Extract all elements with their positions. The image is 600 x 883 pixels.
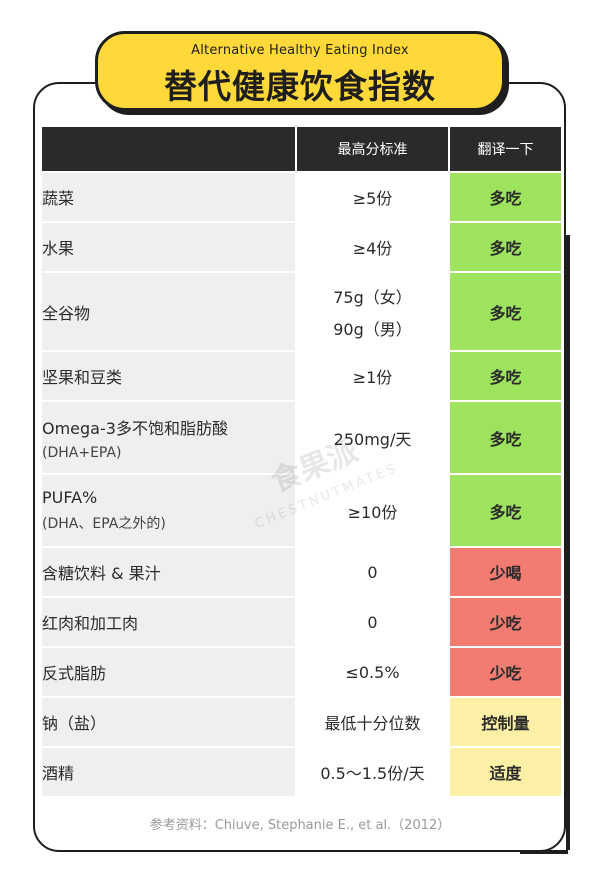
food-subnote: (DHA+EPA) [42, 444, 122, 461]
food-name: 钠（盐） [42, 714, 107, 733]
title-badge: Alternative Healthy Eating Index 替代健康饮食指… [95, 31, 505, 111]
verdict-badge: 多吃 [448, 350, 563, 402]
standard-value: ≥5份 [352, 189, 393, 208]
standard-value: 0 [367, 612, 378, 632]
title-english: Alternative Healthy Eating Index [191, 43, 409, 58]
table-header-row: 最高分标准 翻译一下 [40, 125, 563, 173]
standard-value: 75g（女） [333, 287, 412, 307]
verdict-badge: 控制量 [448, 696, 563, 748]
standard-cell: ≥5份 [295, 171, 450, 223]
standard-value: ≤0.5% [345, 662, 400, 682]
food-cell: 红肉和加工肉 [40, 596, 297, 648]
frame-shadow [566, 235, 570, 850]
food-cell: 蔬菜 [40, 171, 297, 223]
verdict-label: 多吃 [489, 429, 522, 449]
title-chinese: 替代健康饮食指数 [164, 67, 436, 106]
standard-cell: 0.5～1.5份/天 [295, 746, 450, 798]
table-row: 钠（盐） 最低十分位数 控制量 [40, 696, 563, 748]
standard-value: ≥1份 [352, 368, 393, 387]
standard-value: 90g（男） [333, 319, 412, 339]
verdict-label: 少吃 [489, 664, 522, 683]
food-name: 坚果和豆类 [42, 368, 123, 387]
standard-cell: 最低十分位数 [295, 696, 450, 748]
header-standard: 最高分标准 [295, 125, 450, 173]
ahei-table: 最高分标准 翻译一下 蔬菜 ≥5份 多吃 水果 ≥4份 多吃 全谷物 75g（女） 90g（男）… [40, 125, 563, 798]
verdict-badge: 少吃 [448, 646, 563, 698]
verdict-badge: 多吃 [448, 473, 563, 548]
header-food [40, 125, 297, 173]
food-cell: 反式脂肪 [40, 646, 297, 698]
verdict-badge: 多吃 [448, 400, 563, 475]
food-cell: 钠（盐） [40, 696, 297, 748]
food-cell: 水果 [40, 221, 297, 273]
food-name: 水果 [42, 239, 75, 258]
food-name: 含糖饮料 & 果汁 [42, 564, 161, 583]
verdict-label: 少吃 [489, 614, 522, 633]
verdict-label: 多吃 [489, 303, 522, 323]
standard-value: 250mg/天 [333, 429, 412, 449]
table-row: 蔬菜 ≥5份 多吃 [40, 171, 563, 223]
food-name: Omega-3多不饱和脂肪酸 [42, 418, 228, 438]
food-cell: 坚果和豆类 [40, 350, 297, 402]
food-name: 蔬菜 [42, 189, 75, 208]
standard-cell: 250mg/天 [295, 400, 450, 475]
food-name: PUFA% [42, 488, 98, 507]
verdict-label: 多吃 [489, 368, 522, 387]
food-cell: 含糖饮料 & 果汁 [40, 546, 297, 598]
food-cell: 酒精 [40, 746, 297, 798]
table-row: 全谷物 75g（女） 90g（男） 多吃 [40, 271, 563, 352]
verdict-badge: 适度 [448, 746, 563, 798]
standard-cell: 75g（女） 90g（男） [295, 271, 450, 352]
food-name: 反式脂肪 [42, 664, 107, 683]
table-row: 反式脂肪 ≤0.5% 少吃 [40, 646, 563, 698]
verdict-badge: 多吃 [448, 271, 563, 352]
standard-cell: ≤0.5% [295, 646, 450, 698]
verdict-label: 少喝 [489, 564, 522, 583]
table-row: 含糖饮料 & 果汁 0 少喝 [40, 546, 563, 598]
food-cell: 全谷物 [40, 271, 297, 352]
table-row: PUFA% (DHA、EPA之外的) ≥10份 多吃 [40, 473, 563, 548]
table-row: Omega-3多不饱和脂肪酸 (DHA+EPA) 250mg/天 多吃 [40, 400, 563, 475]
food-cell: Omega-3多不饱和脂肪酸 (DHA+EPA) [40, 400, 297, 475]
verdict-label: 多吃 [489, 189, 522, 208]
standard-cell: 0 [295, 596, 450, 648]
food-subnote: (DHA、EPA之外的) [42, 516, 166, 532]
verdict-badge: 少喝 [448, 546, 563, 598]
verdict-label: 多吃 [489, 239, 522, 258]
food-cell: PUFA% (DHA、EPA之外的) [40, 473, 297, 548]
standard-value: 0 [367, 562, 378, 582]
standard-value: ≥10份 [347, 502, 398, 522]
verdict-label: 控制量 [481, 714, 530, 733]
standard-value: 最低十分位数 [324, 714, 421, 733]
standard-value: 0.5～1.5份/天 [320, 764, 425, 783]
verdict-badge: 少吃 [448, 596, 563, 648]
standard-cell: 0 [295, 546, 450, 598]
header-verdict: 翻译一下 [448, 125, 563, 173]
table-row: 坚果和豆类 ≥1份 多吃 [40, 350, 563, 402]
standard-cell: ≥4份 [295, 221, 450, 273]
verdict-label: 适度 [489, 764, 522, 783]
verdict-badge: 多吃 [448, 171, 563, 223]
table-row: 红肉和加工肉 0 少吃 [40, 596, 563, 648]
frame-shadow [520, 850, 568, 854]
food-name: 酒精 [42, 764, 75, 783]
standard-cell: ≥10份 [295, 473, 450, 548]
table-row: 酒精 0.5～1.5份/天 适度 [40, 746, 563, 798]
standard-cell: ≥1份 [295, 350, 450, 402]
standard-value: ≥4份 [352, 239, 393, 258]
reference-note: 参考资料：Chiuve, Stephanie E., et al.（2012） [149, 818, 451, 833]
table-row: 水果 ≥4份 多吃 [40, 221, 563, 273]
food-name: 红肉和加工肉 [42, 614, 139, 633]
verdict-badge: 多吃 [448, 221, 563, 273]
food-name: 全谷物 [42, 303, 91, 323]
verdict-label: 多吃 [489, 502, 522, 522]
